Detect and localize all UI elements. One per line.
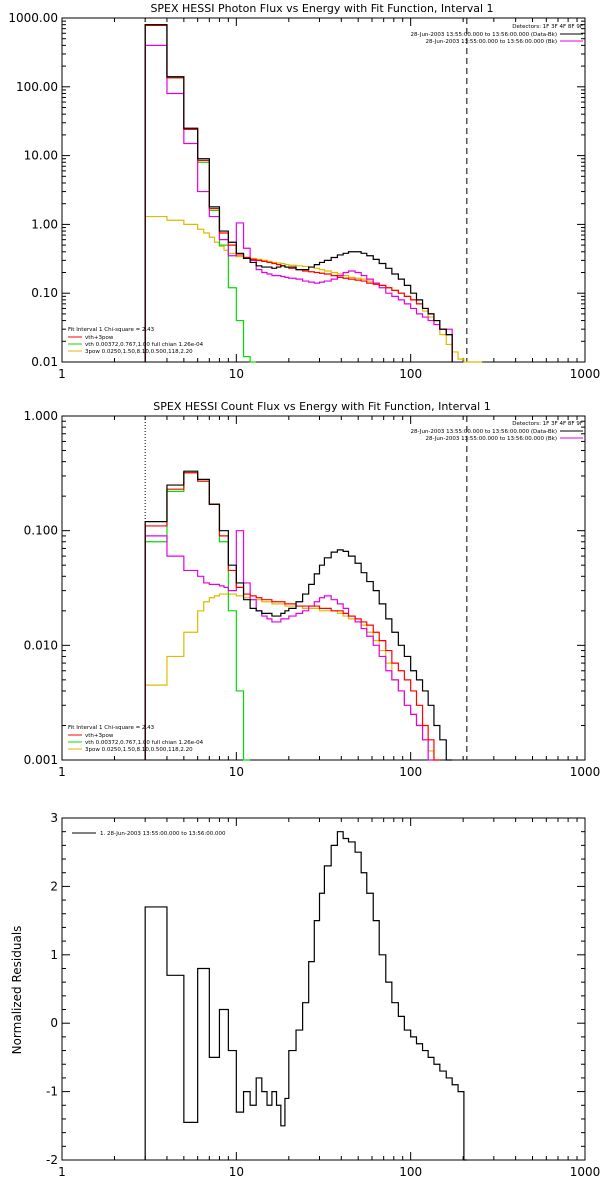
- panel-2-frame: [61, 415, 586, 761]
- panel-2-fit-interval: Fit Interval 1 Chi-square = 2.43: [68, 725, 155, 731]
- x-tick-label: 1000: [570, 765, 600, 779]
- x-tick-label: 10: [229, 1165, 244, 1179]
- x-tick-label: 10: [229, 367, 244, 381]
- x-tick-label: 100: [399, 367, 422, 381]
- panel-2-ticks: 1 10 100 1000 0.001 0.010 0.100 1.000: [24, 409, 600, 779]
- series-3pow: [144, 215, 483, 363]
- series-bk: [144, 44, 453, 362]
- x-tick-label: 100: [399, 1165, 422, 1179]
- panel-1-fit-label: vth+3pow: [85, 335, 114, 341]
- y-tick-label: 0.010: [24, 638, 58, 652]
- y-tick-label: 0.01: [31, 355, 58, 369]
- y-tick-label: 1000.00: [8, 11, 58, 25]
- x-tick-label: 100: [399, 765, 422, 779]
- y-tick-label: 0.001: [24, 753, 58, 767]
- panel-2-title: SPEX HESSI Count Flux vs Energy with Fit…: [153, 400, 490, 413]
- panel-1-frame: [61, 17, 586, 363]
- y-tick-label: 100.00: [16, 80, 58, 94]
- panel-2-legend-bk: 28-Jun-2003 13:55:00.000 to 13:56:00.000…: [425, 436, 557, 442]
- x-tick-label: 1: [58, 765, 66, 779]
- series-vth-3pow: [144, 24, 453, 362]
- panel-1-vth-label: vth 0.00372,0.767,1.00 full chian 1.26e-…: [85, 342, 204, 348]
- x-tick-label: 1: [58, 1165, 66, 1179]
- y-tick-label: 2: [50, 879, 58, 893]
- panel-2-pow-label: 3pow 0.0250,1.50,8.10,0.500,118,2.20: [85, 747, 193, 753]
- panel-2-detectors: Detectors: 1F 3F 4F 8F 9F: [512, 421, 583, 427]
- panel-1-detectors: Detectors: 1F 3F 4F 8F 9F: [512, 24, 583, 30]
- y-tick-label: -2: [46, 1153, 58, 1167]
- x-tick-label: 1: [58, 367, 66, 381]
- y-tick-label: 1.000: [24, 409, 58, 423]
- panel-2-vth-label: vth 0.00372,0.767,1.00 full chian 1.26e-…: [85, 740, 204, 746]
- panel-3-series: [144, 831, 467, 1161]
- panel-1-pow-label: 3pow 0.0250,1.50,8.10,0.500,118,2.20: [85, 349, 193, 355]
- series-bk: [144, 530, 434, 761]
- series-1-28-jun-2003-13-55-00-000-to-13-56-00-000: [144, 831, 467, 1161]
- panel-1-fit-interval: Fit Interval 1 Chi-square = 2.43: [68, 327, 155, 333]
- panel-3-legend: 1. 28-Jun-2003 13:55:00.000 to 13:56:00.…: [100, 831, 226, 837]
- panel-1-title: SPEX HESSI Photon Flux vs Energy with Fi…: [150, 2, 493, 15]
- series-vth: [144, 24, 257, 363]
- y-tick-label: 0.100: [24, 524, 58, 538]
- series-data-bk: [144, 24, 453, 362]
- panel-1-legend-bk: 28-Jun-2003 13:55:00.000 to 13:56:00.000…: [425, 39, 557, 45]
- panel-2-fit-label: vth+3pow: [85, 733, 114, 739]
- x-tick-label: 10: [229, 765, 244, 779]
- panel-1-ticks: 1 10 100 1000 0.01 0.10 1.00 10.00 100.00 1000.00: [8, 11, 600, 381]
- panel-1-legend-databk: 28-Jun-2003 13:55:00.000 to 13:56:00.000…: [411, 32, 557, 38]
- y-tick-label: 3: [50, 811, 58, 825]
- photon-flux-panel: SPEX HESSI Photon Flux vs Energy with Fi…: [8, 2, 600, 381]
- panel-3-ylabel: Normalized Residuals: [10, 926, 24, 1055]
- count-flux-panel: SPEX HESSI Count Flux vs Energy with Fit…: [24, 400, 600, 779]
- series-data-bk: [144, 470, 453, 761]
- panel-3-frame: [61, 817, 586, 1161]
- panel-2-series: [144, 416, 468, 761]
- y-tick-label: 0.10: [31, 286, 58, 300]
- x-tick-label: 1000: [570, 367, 600, 381]
- y-tick-label: 0: [50, 1016, 58, 1030]
- panel-3-ticks: 1 10 100 1000 -2 -1 0 1 2 3: [46, 811, 600, 1179]
- y-tick-label: -1: [46, 1085, 58, 1099]
- y-tick-label: 1.00: [31, 217, 58, 231]
- y-tick-label: 1: [50, 948, 58, 962]
- panel-1-series: [144, 18, 483, 363]
- series-3pow: [144, 593, 440, 761]
- y-tick-label: 10.00: [24, 149, 58, 163]
- panel-2-legend-databk: 28-Jun-2003 13:55:00.000 to 13:56:00.000…: [411, 429, 557, 435]
- x-tick-label: 1000: [570, 1165, 600, 1179]
